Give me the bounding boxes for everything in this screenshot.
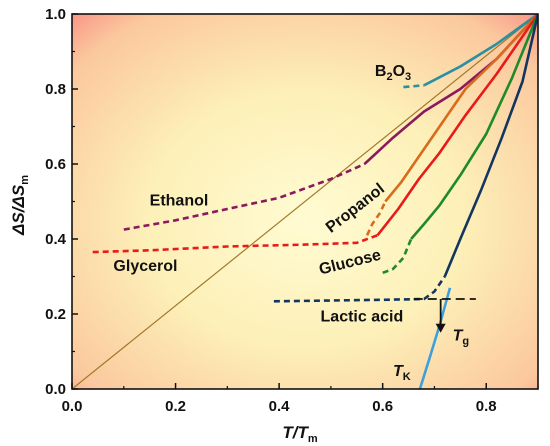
series-b2o3-solid	[423, 14, 538, 87]
series-glycerol-solid	[376, 14, 538, 237]
x-axis-title-prefix: T/	[282, 423, 299, 442]
axis-layer: 0.0 0.2 0.4 0.6 0.8 0.0 0.2 0.4 0.6 0.8 1.0	[45, 6, 539, 415]
label-lactic-acid: Lactic acid	[321, 309, 404, 326]
label-main: T	[453, 327, 464, 344]
label-b2o3-subscript: 2	[386, 71, 392, 83]
y-tick-label: 0.2	[45, 306, 66, 323]
series-b2o3-dashed	[403, 84, 425, 89]
x-tick-label: 0.8	[476, 398, 497, 415]
series-ethanol-dashed	[123, 162, 366, 231]
y-tick-label: 0.6	[45, 156, 66, 173]
y-axis-title-main: ΔS/ΔS	[9, 184, 28, 236]
tg-arrow-head	[435, 323, 446, 333]
y-tick-label: 0.0	[45, 381, 66, 398]
y-tick-label: 1.0	[45, 6, 66, 23]
series-t-k-extrapolation-solid	[418, 287, 452, 389]
y-tick-label: 0.4	[45, 231, 67, 248]
label-t-g: Tg	[453, 327, 470, 347]
label-glycerol: Glycerol	[113, 258, 177, 275]
plot-layer	[72, 14, 538, 389]
series-glucose-dashed	[382, 238, 413, 275]
label-b2o3-letter: B	[375, 63, 387, 80]
label-subscript: g	[462, 335, 469, 347]
label-b2o3: B2O3	[375, 63, 411, 83]
x-tick-label: 0.6	[372, 398, 393, 415]
x-tick-label: 0.4	[269, 398, 291, 415]
series-propanol-dashed	[365, 200, 387, 236]
x-axis-title-main: T	[297, 423, 309, 442]
x-axis-title: T/Tm	[282, 423, 318, 445]
y-axis-title: ΔS/ΔSm	[9, 175, 31, 236]
label-ethanol: Ethanol	[150, 192, 209, 209]
reference-diagonal-line	[72, 14, 538, 389]
y-axis-title-sub: m	[19, 175, 31, 185]
label-main: T	[393, 363, 404, 380]
series-glucose-solid	[410, 14, 538, 240]
y-tick-label: 0.8	[45, 81, 66, 98]
label-b2o3-subscript: 3	[405, 71, 411, 83]
x-tick-label: 0.0	[62, 398, 83, 415]
label-t-k: TK	[393, 363, 411, 383]
x-axis-title-sub: m	[308, 433, 318, 445]
series-propanol-solid	[384, 14, 538, 203]
series-glycerol-dashed	[92, 234, 378, 254]
label-subscript: K	[403, 371, 411, 383]
x-tick-label: 0.2	[165, 398, 186, 415]
label-b2o3-letter: O	[393, 63, 405, 80]
series-lactic-acid-solid	[443, 14, 538, 277]
